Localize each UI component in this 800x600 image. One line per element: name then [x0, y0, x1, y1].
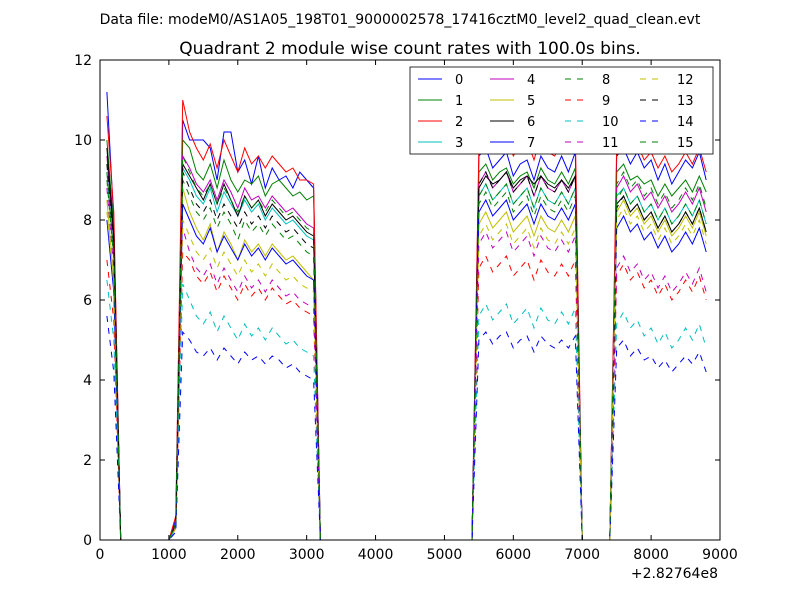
legend-label-1: 1	[455, 94, 463, 109]
y-tick-label: 4	[83, 373, 92, 389]
legend-label-11: 11	[602, 136, 619, 151]
legend-label-4: 4	[527, 73, 535, 88]
legend-label-7: 7	[527, 136, 535, 151]
y-tick-label: 0	[83, 533, 92, 549]
chart-title: Quadrant 2 module wise count rates with …	[179, 39, 640, 59]
legend-label-0: 0	[455, 73, 463, 88]
chart-suptitle: Data file: modeM0/AS1A05_198T01_90000025…	[100, 12, 701, 28]
legend-label-15: 15	[677, 136, 694, 151]
y-tick-label: 6	[83, 293, 92, 309]
x-tick-label: 2000	[220, 547, 256, 563]
legend-label-5: 5	[527, 94, 535, 109]
legend-label-9: 9	[602, 94, 610, 109]
x-tick-label: 0	[96, 547, 105, 563]
y-tick-label: 2	[83, 453, 92, 469]
legend-label-12: 12	[677, 73, 694, 88]
legend-label-14: 14	[677, 115, 694, 130]
legend-label-8: 8	[602, 73, 610, 88]
y-tick-label: 12	[74, 53, 92, 69]
legend-label-13: 13	[677, 94, 694, 109]
x-tick-label: 8000	[633, 547, 669, 563]
x-tick-label: 9000	[702, 547, 738, 563]
legend-label-3: 3	[455, 136, 463, 151]
y-tick-label: 10	[74, 133, 92, 149]
x-tick-label: 7000	[564, 547, 600, 563]
legend-label-6: 6	[527, 115, 535, 130]
legend-frame	[409, 66, 714, 155]
x-tick-label: 3000	[289, 547, 325, 563]
x-axis: 0 1000 2000 3000 4000 5000 6000 7000 8000 9000	[96, 60, 738, 563]
x-tick-label: 1000	[151, 547, 187, 563]
x-tick-label: 5000	[427, 547, 463, 563]
y-tick-label: 8	[83, 213, 92, 229]
x-offset-label: +2.82764e8	[631, 566, 718, 582]
legend-label-10: 10	[602, 115, 619, 130]
x-tick-label: 6000	[496, 547, 532, 563]
x-tick-label: 4000	[358, 547, 394, 563]
legend-label-2: 2	[455, 115, 463, 130]
